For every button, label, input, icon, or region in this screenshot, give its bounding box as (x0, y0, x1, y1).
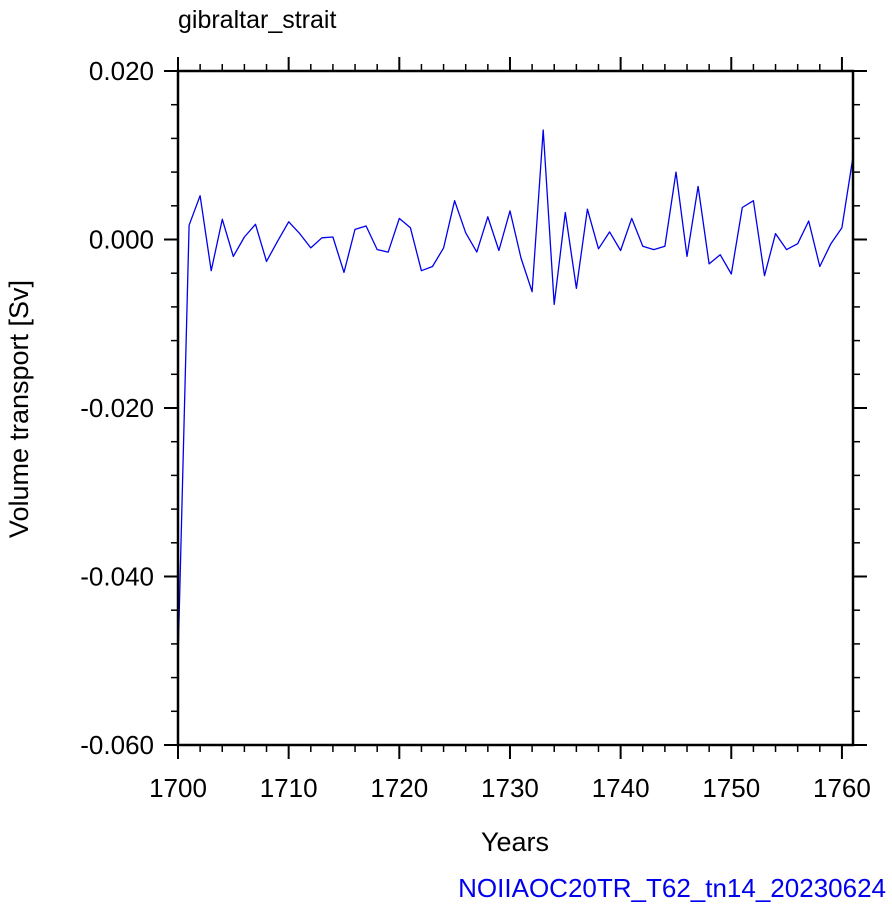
plot-frame (176, 69, 855, 747)
x-tick-label: 1720 (370, 773, 428, 803)
series-line (177, 129, 854, 661)
x-tick-label: 1710 (260, 773, 318, 803)
y-tick-label: -0.020 (80, 393, 154, 423)
chart-title: gibraltar_strait (178, 6, 336, 34)
axis-ticks (164, 57, 867, 759)
x-axis-label: Years (481, 827, 549, 857)
y-axis-label: Volume transport [Sv] (4, 280, 34, 538)
x-tick-label: 1700 (149, 773, 207, 803)
y-tick-label: -0.040 (80, 562, 154, 592)
y-tick-label: 0.020 (89, 56, 154, 86)
x-tick-label: 1740 (592, 773, 650, 803)
y-tick-label: -0.060 (80, 730, 154, 760)
tick-labels: 1700 1710 1720 1730 1740 1750 1760 -0.060 -0.040… (80, 56, 871, 803)
x-tick-label: 1730 (481, 773, 539, 803)
x-tick-label: 1760 (813, 773, 871, 803)
y-tick-label: 0.000 (89, 225, 154, 255)
run-name-label: NOIIAOC20TR_T62_tn14_20230624 (458, 873, 886, 903)
x-tick-label: 1750 (702, 773, 760, 803)
